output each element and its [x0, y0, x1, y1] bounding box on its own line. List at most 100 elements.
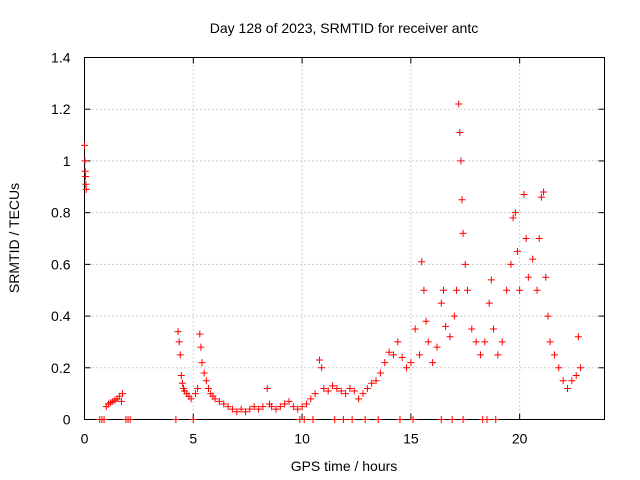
data-point [463, 286, 471, 294]
x-tick-label: 10 [294, 431, 310, 447]
data-point [437, 416, 445, 423]
data-point [215, 397, 223, 405]
data-point [537, 193, 545, 201]
data-point [224, 403, 232, 411]
data-point [522, 235, 530, 242]
data-point [422, 317, 430, 325]
data-point [350, 387, 358, 395]
data-point [513, 247, 521, 255]
data-point [320, 384, 328, 392]
data-point [546, 338, 554, 346]
data-point [446, 333, 454, 341]
data-point [126, 416, 134, 423]
data-point [394, 338, 402, 346]
data-point [263, 384, 271, 392]
data-point [200, 369, 208, 377]
data-point [511, 209, 519, 217]
data-point [468, 325, 476, 333]
data-point [191, 390, 199, 398]
x-tick-label: 15 [403, 431, 419, 447]
data-point [172, 416, 180, 423]
data-point [494, 351, 502, 359]
grid-layer [84, 57, 605, 420]
chart-title: Day 128 of 2023, SRMTID for receiver ant… [210, 20, 478, 36]
data-point [572, 372, 580, 380]
data-point [346, 384, 354, 392]
data-point [331, 416, 339, 423]
data-point [81, 141, 88, 149]
data-point [403, 364, 411, 372]
x-axis-label: GPS time / hours [291, 458, 398, 474]
data-point [246, 405, 254, 413]
data-point [255, 405, 263, 413]
data-point [361, 416, 369, 423]
x-tick-label: 20 [512, 431, 528, 447]
y-tick-label: 0.6 [51, 256, 71, 272]
data-point [259, 403, 267, 411]
data-point [202, 377, 210, 385]
y-tick-label: 0 [63, 412, 71, 428]
data-point [307, 395, 315, 403]
data-point [442, 322, 450, 330]
data-point [459, 416, 467, 423]
data-point [281, 400, 289, 408]
data-point [453, 286, 461, 294]
data-point [359, 390, 367, 398]
data-point [459, 229, 467, 237]
data-point [342, 390, 350, 398]
data-point [268, 403, 276, 411]
data-point [187, 395, 195, 403]
data-point [524, 273, 532, 281]
data-point [533, 286, 541, 294]
data-point [555, 364, 563, 372]
data-point [337, 387, 345, 395]
data-point [233, 408, 241, 416]
data-point [507, 260, 515, 268]
data-point [540, 188, 548, 196]
data-point [481, 338, 489, 346]
data-point [363, 384, 371, 392]
data-point [472, 338, 480, 346]
data-point [485, 299, 493, 307]
data-point [339, 416, 347, 423]
y-tick-label: 0.8 [51, 205, 71, 221]
data-point [498, 338, 506, 346]
data-point [503, 286, 511, 294]
data-point [450, 312, 458, 320]
data-point [520, 191, 528, 199]
data-point [416, 351, 424, 359]
data-point [516, 286, 524, 294]
data-point [100, 416, 108, 423]
data-point [196, 330, 204, 338]
data-point [376, 369, 384, 377]
data-point [509, 214, 517, 222]
data-point [483, 416, 491, 423]
data-point [285, 397, 293, 405]
data-point [490, 325, 498, 333]
data-point [418, 258, 426, 266]
data-point [372, 377, 380, 385]
data-point [119, 390, 127, 398]
data-point [250, 403, 258, 411]
data-point [544, 312, 552, 320]
data-point [82, 185, 90, 193]
data-point [542, 273, 550, 281]
data-point [374, 416, 382, 423]
x-tick-label: 0 [81, 431, 89, 447]
y-tick-label: 1 [63, 153, 71, 169]
data-point [324, 387, 332, 395]
data-point [487, 276, 495, 284]
data-point [242, 408, 250, 416]
data-point [348, 416, 356, 423]
data-point [535, 235, 543, 242]
data-point [276, 403, 284, 411]
data-point [409, 416, 417, 423]
data-point [237, 405, 245, 413]
data-point [189, 416, 197, 423]
data-point [228, 405, 236, 413]
data-point [368, 379, 376, 387]
data-point [197, 343, 205, 351]
point-layer [81, 100, 585, 423]
data-point [309, 416, 317, 423]
